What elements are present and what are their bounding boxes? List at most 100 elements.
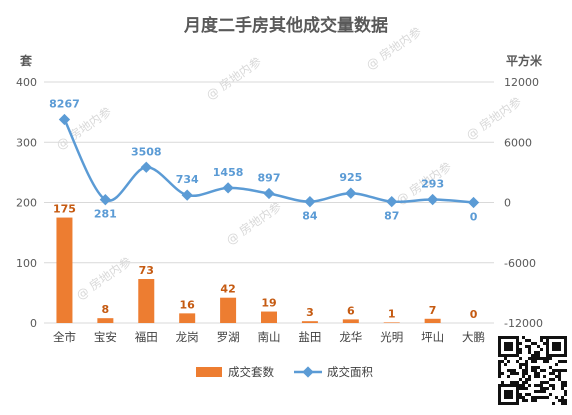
qr-module xyxy=(531,369,534,372)
qr-module xyxy=(555,354,558,357)
qr-module xyxy=(549,384,552,387)
bar-data-label: 1 xyxy=(388,307,396,320)
qr-module xyxy=(561,360,564,363)
qr-module xyxy=(519,342,522,345)
legend-bar-swatch xyxy=(196,367,222,377)
qr-module xyxy=(519,351,522,354)
left-axis-ticks: 0 100 200 300 400 xyxy=(16,76,37,330)
line-point xyxy=(467,196,480,209)
qr-module xyxy=(537,357,540,360)
left-tick-label: 100 xyxy=(16,257,37,270)
qr-module xyxy=(540,336,543,339)
qr-module xyxy=(516,390,519,393)
watermark-text: @ 房地内参 xyxy=(223,199,284,248)
qr-module xyxy=(561,369,564,372)
qr-module xyxy=(534,372,537,375)
qr-module xyxy=(534,390,537,393)
right-axis-ticks: -12000 -6000 0 6000 12000 xyxy=(504,76,543,330)
qr-module xyxy=(516,396,519,399)
qr-module xyxy=(501,402,504,405)
qr-module xyxy=(513,369,516,372)
qr-module xyxy=(525,345,528,348)
qr-module xyxy=(540,357,543,360)
bar xyxy=(179,313,196,323)
qr-module xyxy=(516,381,519,384)
qr-module xyxy=(537,351,540,354)
qr-module xyxy=(501,381,504,384)
qr-module xyxy=(540,369,543,372)
qr-module xyxy=(501,354,504,357)
qr-module xyxy=(558,399,561,402)
qr-module xyxy=(504,384,507,387)
qr-module xyxy=(498,399,501,402)
category-label: 全市 xyxy=(53,330,76,344)
bar xyxy=(220,297,237,323)
qr-module xyxy=(546,354,549,357)
qr-module xyxy=(516,354,519,357)
qr-module xyxy=(546,387,549,390)
qr-module xyxy=(522,381,525,384)
gridlines xyxy=(44,81,494,324)
qr-module xyxy=(522,363,525,366)
line-data-label: 281 xyxy=(94,208,117,221)
qr-module xyxy=(558,372,561,375)
category-label: 盐田 xyxy=(298,330,321,344)
qr-module xyxy=(555,336,558,339)
category-label: 福田 xyxy=(135,330,158,344)
legend: 成交套数 成交面积 xyxy=(196,365,373,379)
right-axis-unit: 平方米 xyxy=(506,53,543,68)
category-label: 坪山 xyxy=(421,330,444,344)
qr-module xyxy=(498,345,501,348)
bar xyxy=(424,318,441,323)
qr-module xyxy=(507,393,510,396)
qr-module xyxy=(528,378,531,381)
qr-module xyxy=(534,396,537,399)
qr-module xyxy=(546,381,549,384)
line-data-labels: 8267 281 3508 734 1458 897 84 925 87 293 0 xyxy=(49,97,478,223)
qr-module xyxy=(513,384,516,387)
bar xyxy=(97,318,114,323)
watermark-text: @ 房地内参 xyxy=(463,94,524,143)
qr-module xyxy=(543,336,546,339)
qr-module xyxy=(525,366,528,369)
qr-module xyxy=(507,342,510,345)
qr-module xyxy=(522,372,525,375)
qr-module xyxy=(501,360,504,363)
qr-module xyxy=(507,360,510,363)
qr-module xyxy=(543,390,546,393)
bar xyxy=(301,321,318,323)
qr-module xyxy=(513,381,516,384)
qr-module xyxy=(498,390,501,393)
qr-module xyxy=(516,372,519,375)
line-data-label: 0 xyxy=(470,211,478,224)
qr-module xyxy=(564,393,567,396)
left-tick-label: 400 xyxy=(16,76,37,89)
qr-module xyxy=(546,360,549,363)
qr-module xyxy=(540,381,543,384)
bar-data-label: 3 xyxy=(306,306,314,319)
qr-module xyxy=(498,396,501,399)
line-data-label: 3508 xyxy=(131,145,162,158)
bar-data-label: 0 xyxy=(470,308,478,321)
qr-module xyxy=(555,363,558,366)
qr-module xyxy=(498,366,501,369)
qr-module xyxy=(516,399,519,402)
bar-series xyxy=(56,217,441,323)
qr-module xyxy=(546,342,549,345)
qr-module xyxy=(507,369,510,372)
qr-module xyxy=(525,363,528,366)
bar-data-label: 175 xyxy=(53,203,76,216)
bar-data-label: 16 xyxy=(180,298,196,311)
qr-module xyxy=(534,366,537,369)
qr-module xyxy=(525,393,528,396)
line-point xyxy=(426,193,439,206)
qr-module xyxy=(552,384,555,387)
qr-module xyxy=(519,357,522,360)
qr-module xyxy=(552,354,555,357)
qr-module xyxy=(540,387,543,390)
line-data-label: 925 xyxy=(339,171,362,184)
qr-module xyxy=(498,372,501,375)
qr-module xyxy=(498,351,501,354)
qr-module xyxy=(498,375,501,378)
qr-module xyxy=(552,372,555,375)
